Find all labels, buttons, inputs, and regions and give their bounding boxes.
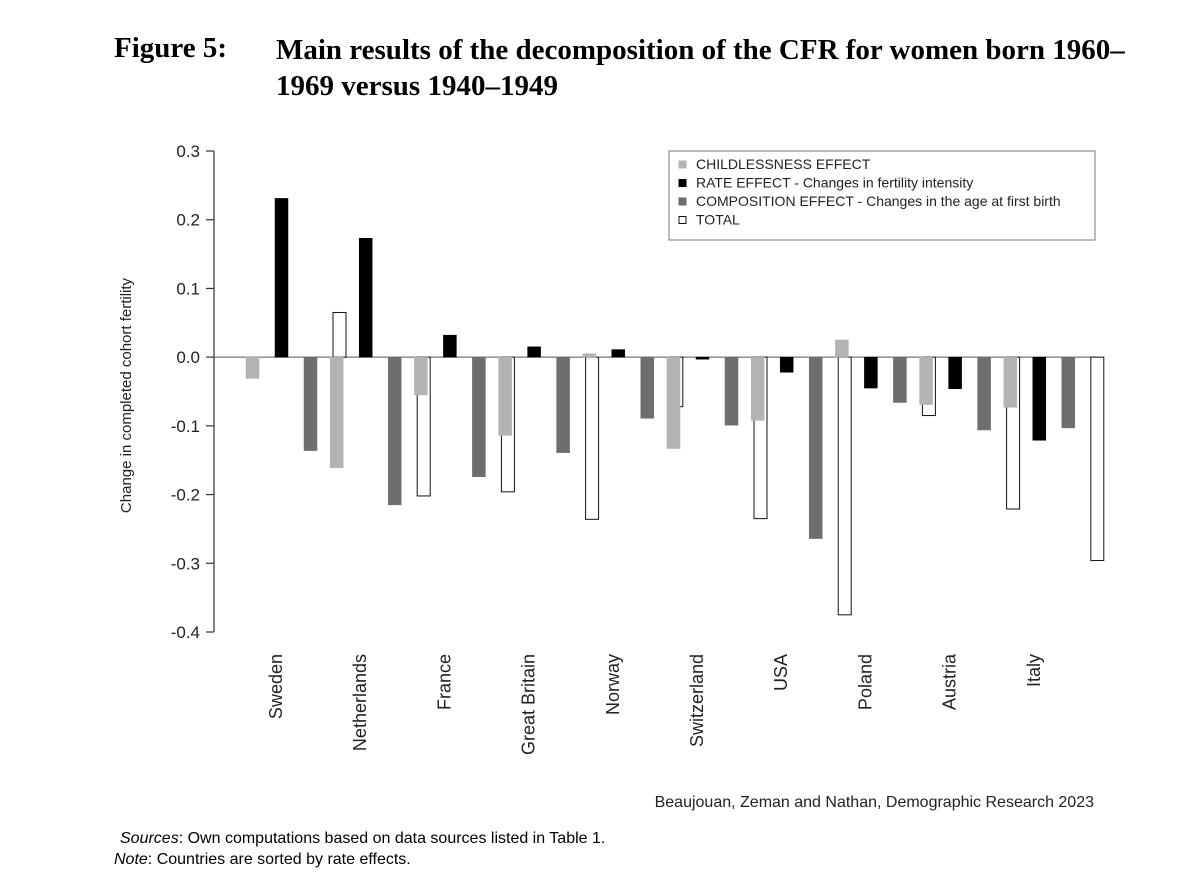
note-label: Note [114,851,148,868]
bar-great-britain-series-3 [556,356,570,453]
legend-swatch [678,160,687,169]
category-label: Italy [1024,654,1044,687]
category-label: Austria [940,653,960,710]
bar-netherlands-series-2 [358,238,373,358]
sources-note: Sources: Own computations based on data … [120,830,605,848]
bar-austria-series-1 [919,356,933,405]
bar-switzerland-series-1 [666,356,681,449]
bar-great-britain-series-1 [498,356,512,436]
category-label: Switzerland [687,654,707,747]
bar-switzerland-series-3 [724,356,739,426]
y-tick-label: -0.1 [171,417,200,436]
note-text: : Countries are sorted by rate effects. [147,851,411,868]
y-axis-label: Change in completed cohort fertility [118,277,135,513]
category-label: USA [771,654,791,691]
legend-swatch [678,179,687,187]
bar-sweden-series-1 [245,356,260,379]
y-tick-label: -0.4 [171,623,200,642]
category-label: Netherlands [350,654,370,751]
y-tick-label: 0.3 [176,142,200,161]
bar-poland-series-3 [893,356,907,403]
legend-swatch [678,197,687,206]
bar-italy-series-3 [1061,356,1076,429]
bar-norway-series-3 [640,356,655,419]
figure-title: Main results of the decomposition of the… [276,34,1125,102]
attribution-text: Beaujouan, Zeman and Nathan, Demographic… [655,794,1094,811]
legend-swatch [678,216,687,224]
y-tick-label: -0.3 [171,554,200,573]
sources-text: : Own computations based on data sources… [178,830,606,847]
figure-label: Figure 5: [114,32,228,64]
bar-norway-series-1 [582,353,597,358]
category-label: Sweden [266,654,286,719]
bar-italy-series-1 [1003,356,1018,408]
bar-sweden-series-3 [303,356,318,451]
bar-netherlands-series-3 [387,356,402,506]
bar-great-britain-series-2 [527,346,541,358]
category-label: France [434,654,454,710]
bar-sweden-series-4 [332,311,347,358]
legend-entry: RATE EFFECT - Changes in fertility inten… [696,175,973,191]
legend-entry: COMPOSITION EFFECT - Changes in the age … [696,193,1061,209]
category-label: Great Britain [519,654,539,755]
bar-switzerland-series-2 [695,356,710,360]
y-tick-label: 0.0 [176,348,200,367]
y-tick-label: -0.2 [171,486,200,505]
legend-entry: TOTAL [696,212,740,228]
bar-usa-series-4 [837,356,852,616]
category-label: Poland [855,654,875,710]
bar-austria-series-2 [948,356,962,390]
bar-great-britain-series-4 [585,356,600,520]
bar-usa-series-1 [750,356,765,421]
bar-usa-series-2 [779,356,794,373]
legend-entry: CHILDLESSNESS EFFECT [696,156,871,172]
category-label: Norway [603,654,623,715]
y-tick-label: 0.2 [176,211,200,230]
bar-france-series-2 [443,334,457,358]
bar-usa-series-3 [808,356,823,539]
bar-poland-series-1 [835,339,849,358]
sources-label: Sources [120,830,179,847]
bar-poland-series-2 [864,356,878,389]
bar-italy-series-2 [1032,356,1047,441]
bar-netherlands-series-1 [329,356,344,469]
bar-italy-series-4 [1090,356,1105,562]
y-tick-label: 0.1 [176,279,200,298]
bar-france-series-1 [414,356,428,396]
legend-box [668,150,1096,241]
bar-norway-series-2 [611,349,626,358]
bar-france-series-3 [472,356,486,477]
note-line: Note: Countries are sorted by rate effec… [114,851,411,869]
bar-sweden-series-2 [274,198,289,358]
bar-austria-series-3 [977,356,991,431]
